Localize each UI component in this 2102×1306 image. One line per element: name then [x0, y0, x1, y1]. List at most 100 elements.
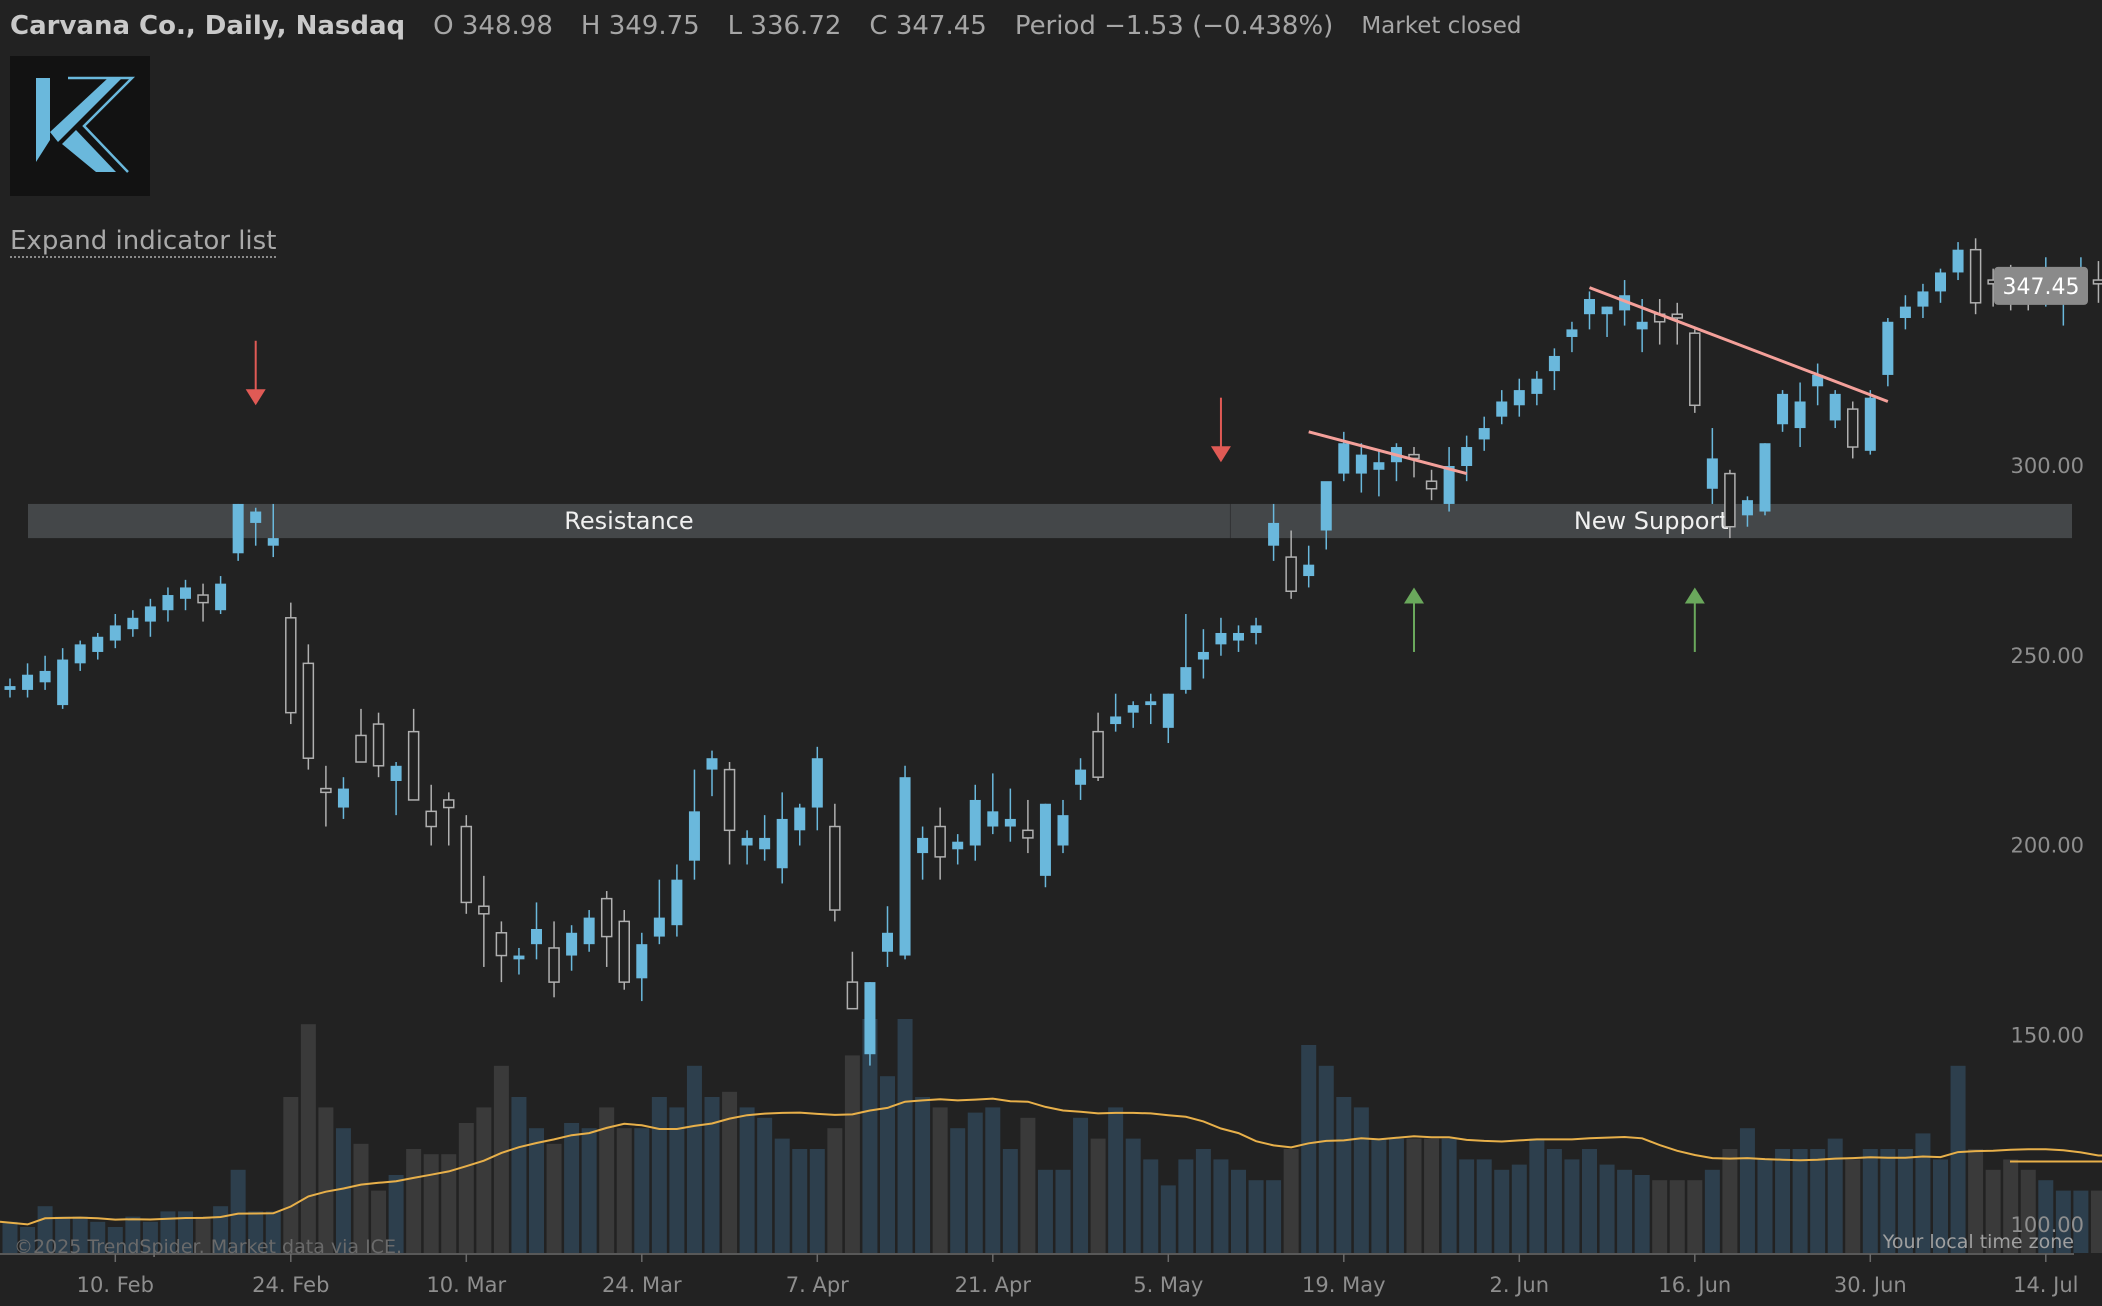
candle[interactable] [776, 792, 788, 884]
candle[interactable] [302, 644, 315, 770]
trendline[interactable] [1588, 286, 1889, 403]
candle[interactable] [829, 803, 841, 922]
candle[interactable] [1057, 799, 1069, 854]
candle[interactable] [566, 925, 578, 971]
candle[interactable] [636, 932, 648, 1002]
candle[interactable] [1478, 416, 1490, 451]
candle[interactable] [127, 610, 139, 637]
candle[interactable] [1145, 693, 1157, 725]
candle[interactable] [618, 910, 630, 990]
candle[interactable] [671, 864, 683, 937]
candle[interactable] [1619, 280, 1631, 326]
candle[interactable] [969, 784, 981, 861]
candle[interactable] [952, 834, 964, 865]
candle[interactable] [1899, 295, 1911, 330]
candle[interactable] [1759, 443, 1771, 516]
candle[interactable] [355, 708, 367, 763]
candle[interactable] [144, 598, 156, 637]
candle[interactable] [688, 769, 700, 880]
candle[interactable] [1513, 378, 1525, 417]
candle[interactable] [1741, 496, 1753, 527]
candle[interactable] [1531, 371, 1543, 406]
candle[interactable] [443, 792, 455, 846]
candle[interactable] [1162, 693, 1174, 744]
candle[interactable] [1496, 390, 1508, 425]
candle[interactable] [1706, 428, 1718, 504]
candle[interactable] [987, 773, 999, 835]
candle[interactable] [1390, 443, 1402, 482]
candle[interactable] [1215, 617, 1227, 656]
candle[interactable] [653, 879, 665, 945]
candle[interactable] [1110, 693, 1122, 732]
candle[interactable] [390, 762, 402, 816]
candle[interactable] [250, 507, 262, 546]
candle[interactable] [1443, 447, 1455, 512]
candle[interactable] [583, 910, 595, 952]
candle[interactable] [1584, 291, 1595, 330]
candle[interactable] [794, 803, 806, 846]
trendline[interactable] [1308, 430, 1468, 476]
candle[interactable] [899, 765, 911, 960]
timezone-label[interactable]: Your local time zone [1882, 1231, 2074, 1253]
candle[interactable] [57, 648, 69, 709]
candle[interactable] [407, 708, 420, 801]
candle[interactable] [425, 784, 437, 846]
candle[interactable] [1882, 317, 1894, 387]
candle[interactable] [1864, 390, 1876, 455]
candle[interactable] [882, 906, 893, 967]
candle[interactable] [320, 765, 332, 827]
candle[interactable] [495, 921, 508, 983]
candle[interactable] [1039, 803, 1051, 888]
candle[interactable] [215, 576, 227, 615]
candle[interactable] [1935, 268, 1946, 303]
candle[interactable] [2092, 261, 2102, 303]
candle[interactable] [1233, 625, 1244, 652]
candle[interactable] [1689, 329, 1701, 413]
candle[interactable] [74, 640, 86, 671]
candle[interactable] [548, 921, 560, 998]
candle[interactable] [232, 503, 244, 561]
candle[interactable] [1285, 530, 1297, 599]
candle[interactable] [1425, 469, 1438, 501]
candle[interactable] [267, 503, 279, 558]
candle[interactable] [1075, 758, 1087, 800]
candle[interactable] [1355, 443, 1367, 493]
candle[interactable] [180, 579, 191, 611]
candle[interactable] [1601, 306, 1613, 337]
candle[interactable] [1127, 701, 1139, 728]
candle[interactable] [460, 815, 473, 914]
candle[interactable] [22, 663, 34, 698]
candle[interactable] [1268, 503, 1280, 561]
candle[interactable] [741, 830, 753, 865]
candle[interactable] [1829, 390, 1841, 429]
candle[interactable] [285, 602, 297, 725]
candle[interactable] [1303, 545, 1315, 588]
candle[interactable] [706, 750, 718, 797]
candle[interactable] [1320, 481, 1332, 550]
candle[interactable] [1180, 614, 1192, 694]
candle[interactable] [39, 655, 51, 690]
candle[interactable] [478, 875, 490, 967]
candle[interactable] [1812, 363, 1824, 406]
candle[interactable] [337, 777, 349, 819]
candle[interactable] [1461, 435, 1473, 482]
candle[interactable] [372, 712, 385, 778]
candle[interactable] [197, 583, 209, 622]
candle[interactable] [92, 632, 104, 660]
candle[interactable] [1917, 283, 1929, 318]
candle[interactable] [1847, 401, 1859, 459]
candle[interactable] [1548, 348, 1560, 391]
candle[interactable] [1022, 799, 1034, 854]
candle[interactable] [1566, 321, 1578, 353]
candle[interactable] [531, 902, 542, 960]
candle[interactable] [1969, 238, 1982, 315]
candle[interactable] [1671, 302, 1683, 345]
candle[interactable] [1092, 712, 1104, 781]
candle[interactable] [846, 951, 859, 1010]
candle[interactable] [1250, 617, 1262, 645]
candle[interactable] [811, 746, 823, 831]
candle[interactable] [109, 614, 121, 649]
candle[interactable] [1004, 788, 1016, 842]
candle[interactable] [917, 826, 929, 880]
